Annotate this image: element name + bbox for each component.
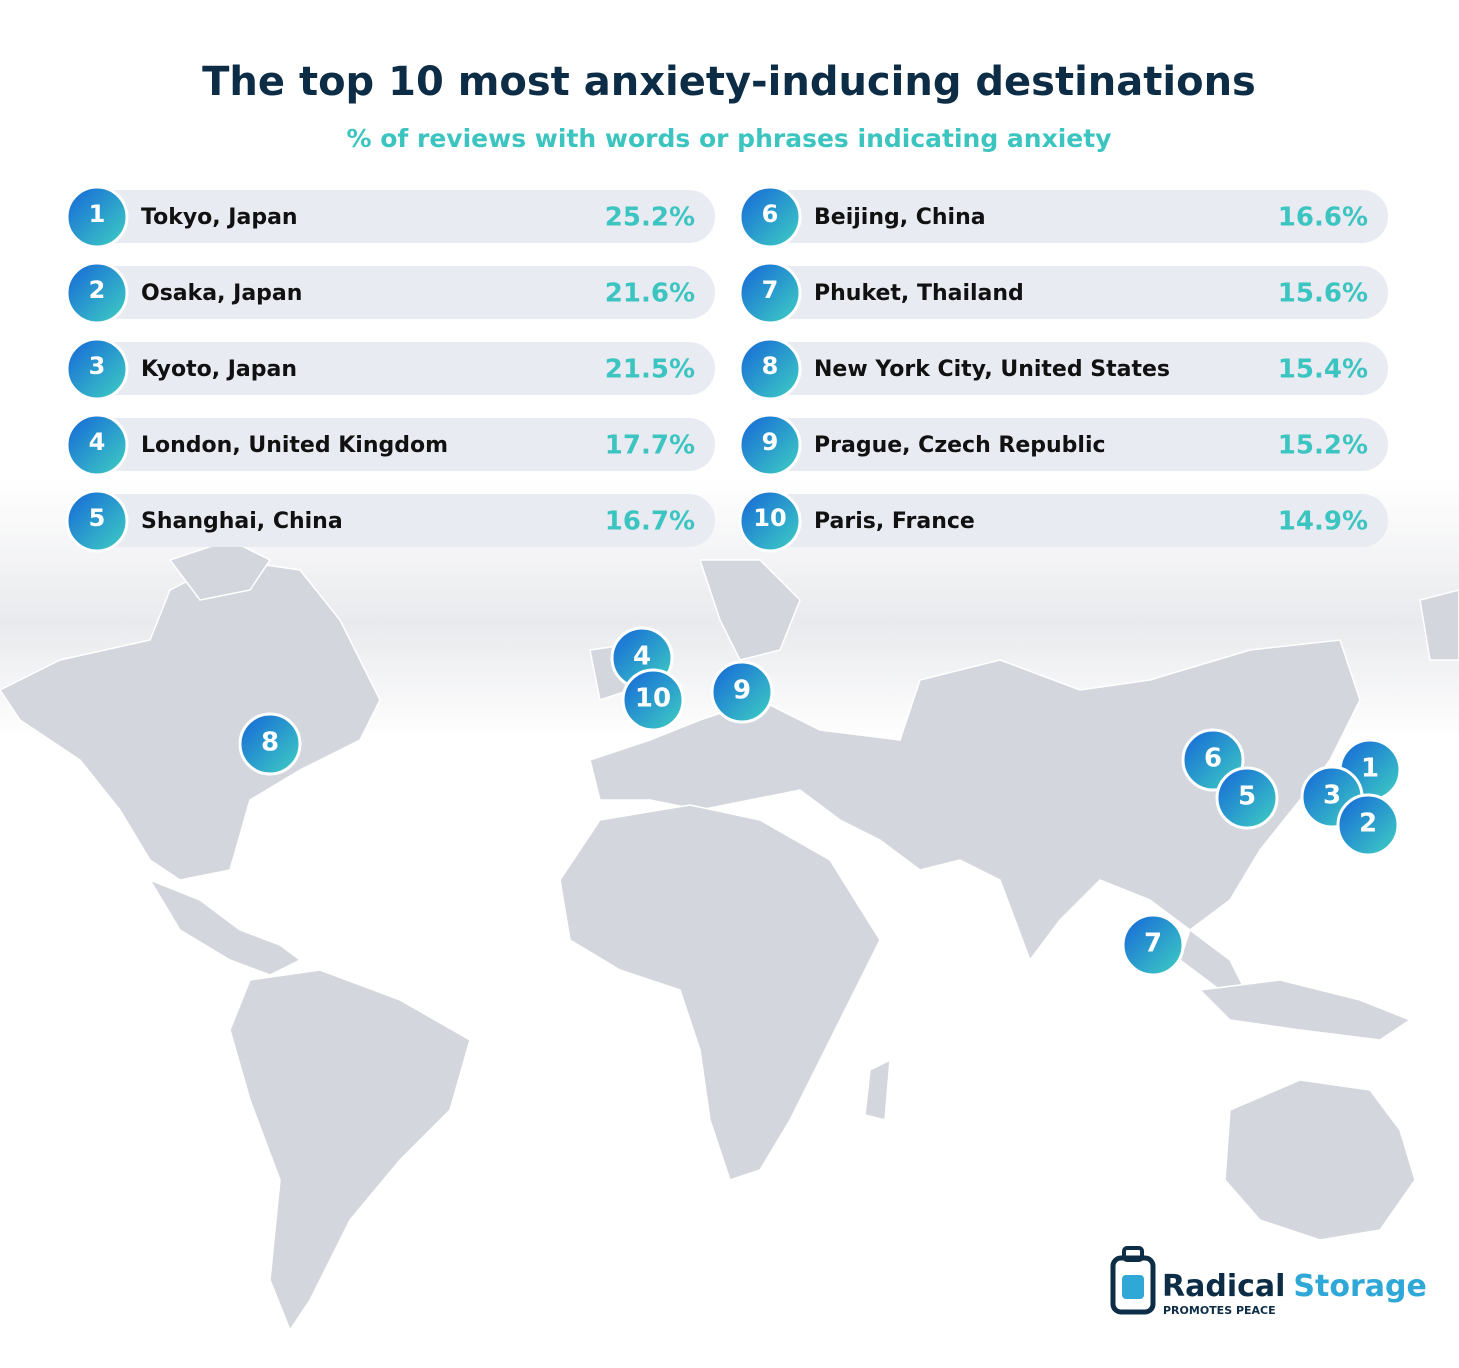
map-marker	[1121, 913, 1185, 977]
destination-name: Beijing, China	[814, 205, 986, 230]
destination-value: 16.7%	[605, 507, 695, 537]
map-marker	[621, 668, 685, 732]
rank-number: 10	[753, 504, 786, 532]
destination-value: 17.7%	[605, 431, 695, 461]
rank-number: 3	[89, 352, 106, 380]
destination-name: Tokyo, Japan	[141, 205, 298, 230]
rank-number: 9	[762, 428, 779, 456]
logo-mark	[1122, 1275, 1144, 1299]
destination-value: 25.2%	[605, 203, 695, 233]
row-pill	[763, 266, 1388, 319]
rank-number: 4	[89, 428, 106, 456]
logo-word: Storage	[1293, 1269, 1426, 1304]
destination-name: Osaka, Japan	[141, 281, 302, 306]
map-marker	[238, 712, 302, 776]
map-marker-number: 3	[1323, 781, 1341, 811]
destination-value: 15.6%	[1278, 279, 1368, 309]
rank-number: 2	[89, 276, 106, 304]
destination-value: 15.2%	[1278, 431, 1368, 461]
row-pill	[763, 418, 1388, 471]
map-marker-number: 6	[1204, 744, 1222, 774]
rank-badge	[738, 261, 802, 325]
destination-name: Shanghai, China	[141, 509, 343, 534]
rank-number: 7	[762, 276, 779, 304]
rank-number: 5	[89, 504, 106, 532]
map-marker-number: 10	[635, 684, 671, 714]
map-marker-number: 9	[733, 676, 751, 706]
map-marker-number: 2	[1359, 809, 1377, 839]
map-marker	[1336, 793, 1400, 857]
rank-badge	[738, 337, 802, 401]
rank-badge	[65, 489, 129, 553]
row-pill	[763, 494, 1388, 547]
rank-badge	[65, 413, 129, 477]
title: The top 10 most anxiety-inducing destina…	[202, 59, 1256, 105]
row-pill	[90, 342, 715, 395]
rank-badge	[65, 337, 129, 401]
rank-number: 1	[89, 200, 106, 228]
map-marker-number: 1	[1361, 754, 1379, 784]
destination-name: New York City, United States	[814, 357, 1170, 382]
rank-badge	[738, 489, 802, 553]
rank-badge	[738, 413, 802, 477]
map-marker	[1215, 766, 1279, 830]
map-marker	[710, 660, 774, 724]
row-pill	[90, 266, 715, 319]
row-pill	[90, 418, 715, 471]
map-marker-number: 5	[1238, 782, 1256, 812]
destination-value: 21.6%	[605, 279, 695, 309]
logo-handle	[1122, 1246, 1144, 1262]
map-marker-number: 7	[1144, 929, 1162, 959]
row-pill	[90, 494, 715, 547]
row-pill	[763, 190, 1388, 243]
logo-tagline: PROMOTES PEACE	[1163, 1304, 1276, 1317]
logo-name: Radical Storage	[1162, 1269, 1427, 1304]
destination-value: 21.5%	[605, 355, 695, 385]
destination-name: Kyoto, Japan	[141, 357, 297, 382]
logo-word: Radical	[1162, 1269, 1285, 1304]
destination-value: 16.6%	[1278, 203, 1368, 233]
row-pill	[763, 342, 1388, 395]
destination-name: Phuket, Thailand	[814, 281, 1024, 306]
row-pill	[90, 190, 715, 243]
destination-name: London, United Kingdom	[141, 433, 448, 458]
destination-name: Prague, Czech Republic	[814, 433, 1106, 458]
rank-badge	[65, 261, 129, 325]
destination-name: Paris, France	[814, 509, 975, 534]
map-marker-number: 4	[633, 642, 651, 672]
rank-number: 8	[762, 352, 779, 380]
map-marker-number: 8	[261, 728, 279, 758]
subtitle: % of reviews with words or phrases indic…	[346, 124, 1111, 153]
destination-value: 15.4%	[1278, 355, 1368, 385]
rank-badge	[65, 185, 129, 249]
destination-value: 14.9%	[1278, 507, 1368, 537]
world-map	[0, 539, 1459, 1332]
rank-number: 6	[762, 200, 779, 228]
rank-badge	[738, 185, 802, 249]
